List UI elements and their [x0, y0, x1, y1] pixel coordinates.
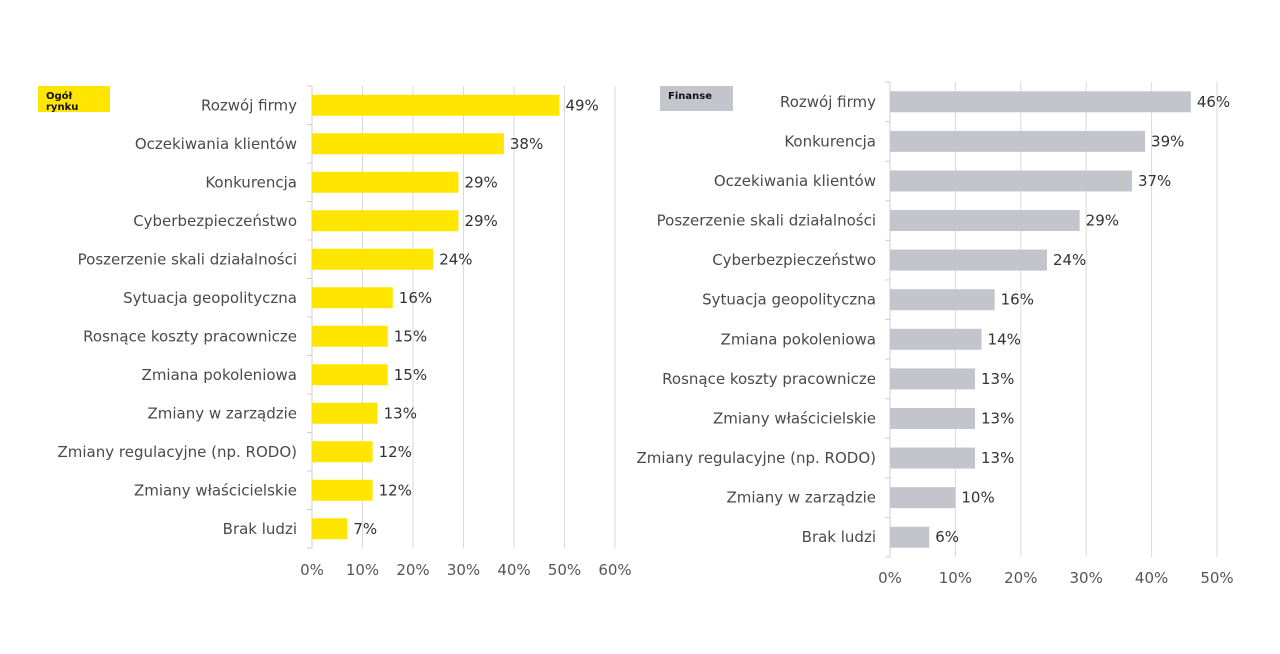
finanse-bar	[890, 130, 1146, 152]
finanse-x-tick-label: 40%	[1135, 569, 1168, 587]
finanse-category-label: Rosnące koszty pracownicze	[662, 370, 876, 388]
finanse-value-label: 37%	[1138, 172, 1171, 190]
ogol-category-label: Rosnące koszty pracownicze	[83, 327, 297, 345]
ogol-category-label: Zmiana pokoleniowa	[142, 366, 297, 384]
finanse-x-tick-label: 50%	[1200, 569, 1233, 587]
ogol-value-label: 7%	[353, 520, 377, 538]
finanse-value-label: 13%	[981, 409, 1014, 427]
ogol-bar	[312, 210, 459, 232]
finanse-bar	[890, 91, 1191, 113]
ogol-category-label: Brak ludzi	[223, 520, 297, 538]
finanse-bar	[890, 487, 956, 509]
ogol-bar	[312, 518, 348, 540]
finanse-value-label: 13%	[981, 370, 1014, 388]
ogol-value-label: 38%	[510, 135, 543, 153]
ogol-category-label: Rozwój firmy	[201, 96, 297, 114]
finanse-bar	[890, 407, 976, 429]
finanse-category-label: Rozwój firmy	[780, 93, 876, 111]
finanse-bar	[890, 210, 1080, 232]
finanse-x-tick-label: 20%	[1004, 569, 1037, 587]
finanse-category-label: Zmiana pokoleniowa	[721, 330, 876, 348]
finanse-bar	[890, 368, 976, 390]
ogol-value-label: 24%	[439, 250, 472, 268]
ogol-x-tick-label: 10%	[346, 561, 379, 579]
finanse-bar	[890, 249, 1047, 271]
ogol-category-label: Poszerzenie skali działalności	[78, 250, 297, 268]
finanse-value-label: 6%	[935, 528, 959, 546]
ogol-category-label: Konkurencja	[205, 173, 297, 191]
ogol-category-label: Zmiany regulacyjne (np. RODO)	[57, 443, 297, 461]
finanse-x-tick-label: 10%	[939, 569, 972, 587]
finanse-category-label: Poszerzenie skali działalności	[657, 212, 876, 230]
finanse-value-label: 39%	[1151, 132, 1184, 150]
ogol-bar	[312, 364, 388, 386]
ogol-value-label: 15%	[394, 327, 427, 345]
ogol-bar	[312, 171, 459, 193]
ogol-x-tick-label: 0%	[300, 561, 324, 579]
ogol-category-label: Oczekiwania klientów	[135, 135, 297, 153]
finanse-category-label: Zmiany regulacyjne (np. RODO)	[636, 449, 876, 467]
finanse-category-label: Zmiany w zarządzie	[726, 489, 876, 507]
finanse-value-label: 16%	[1001, 291, 1034, 309]
ogol-bar	[312, 441, 373, 463]
ogol-category-label: Zmiany w zarządzie	[147, 404, 297, 422]
ogol-bar	[312, 402, 378, 424]
finanse-bar	[890, 526, 930, 548]
ogol-bar	[312, 325, 388, 347]
finanse-category-label: Sytuacja geopolityczna	[702, 291, 876, 309]
finanse-bar	[890, 447, 976, 469]
finanse-x-tick-label: 0%	[878, 569, 902, 587]
finanse-x-tick-label: 30%	[1070, 569, 1103, 587]
finanse-category-label: Brak ludzi	[802, 528, 876, 546]
ogol-bar	[312, 479, 373, 501]
ogol-bar	[312, 248, 434, 270]
finanse-category-label: Konkurencja	[784, 132, 876, 150]
ogol-bar	[312, 133, 504, 155]
finanse-value-label: 24%	[1053, 251, 1086, 269]
finanse-category-label: Cyberbezpieczeństwo	[712, 251, 876, 269]
ogol-value-label: 12%	[379, 481, 412, 499]
finanse-value-label: 13%	[981, 449, 1014, 467]
ogol-x-tick-label: 50%	[548, 561, 581, 579]
ogol-value-label: 29%	[464, 212, 497, 230]
finanse-value-label: 29%	[1086, 212, 1119, 230]
ogol-category-label: Zmiany właścicielskie	[134, 481, 297, 499]
ogol-category-label: Sytuacja geopolityczna	[123, 289, 297, 307]
finanse-category-label: Oczekiwania klientów	[714, 172, 876, 190]
ogol-x-tick-label: 60%	[598, 561, 631, 579]
ogol-value-label: 16%	[399, 289, 432, 307]
ogol-x-tick-label: 20%	[396, 561, 429, 579]
ogol-value-label: 29%	[464, 173, 497, 191]
ogol-bar	[312, 287, 393, 309]
chart-badge-finanse: Finanse	[660, 86, 733, 111]
finanse-bar	[890, 289, 995, 311]
ogol-x-tick-label: 40%	[497, 561, 530, 579]
chart-badge-ogol-rynku: Ogół rynku	[38, 86, 110, 113]
ogol-value-label: 12%	[379, 443, 412, 461]
ogol-x-tick-label: 30%	[447, 561, 480, 579]
ogol-value-label: 15%	[394, 366, 427, 384]
finanse-value-label: 14%	[988, 330, 1021, 348]
finanse-category-label: Zmiany właścicielskie	[713, 409, 876, 427]
finanse-value-label: 46%	[1197, 93, 1230, 111]
finanse-bar	[890, 170, 1132, 192]
finanse-bar	[890, 328, 982, 350]
finanse-value-label: 10%	[961, 489, 994, 507]
ogol-value-label: 49%	[565, 96, 598, 114]
ogol-bar	[312, 94, 560, 116]
ogol-category-label: Cyberbezpieczeństwo	[133, 212, 297, 230]
ogol-value-label: 13%	[384, 404, 417, 422]
